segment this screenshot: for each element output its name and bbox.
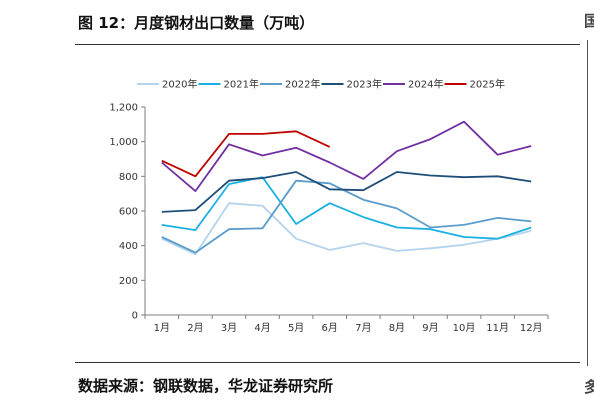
figure-source: 数据来源：钢联数据，华龙证券研究所 <box>78 377 334 395</box>
x-tick-label: 12月 <box>520 322 543 334</box>
legend-label: 2025年 <box>470 78 505 91</box>
x-tick-label: 10月 <box>453 322 476 334</box>
y-tick-label: 800 <box>119 172 138 183</box>
series-line-2022年 <box>161 179 532 254</box>
bottom-rule <box>75 362 580 363</box>
legend-label: 2021年 <box>224 78 259 91</box>
x-tick-label: 3月 <box>221 322 237 334</box>
series-line-2021年 <box>161 176 532 240</box>
legend: 2020年 2021年 2022年 2023年 2024年 2025年 <box>137 78 505 91</box>
figure-title: 图 12：月度钢材出口数量（万吨） <box>78 14 315 32</box>
series-line-2025年 <box>161 130 331 178</box>
y-tick-label: 400 <box>119 241 138 252</box>
legend-label: 2020年 <box>162 78 197 91</box>
x-tick-label: 5月 <box>288 322 304 334</box>
y-tick-label: 1,200 <box>109 103 138 114</box>
x-tick-label: 2月 <box>187 322 203 334</box>
y-tick-label: 600 <box>119 207 138 218</box>
y-tick-label: 200 <box>119 276 138 287</box>
series-lines <box>161 120 532 256</box>
x-tick-label: 6月 <box>322 322 338 334</box>
y-tick-label: 0 <box>132 311 138 322</box>
x-tick-label: 8月 <box>389 322 405 334</box>
legend-label: 2024年 <box>408 78 443 91</box>
series-line-2024年 <box>161 120 532 192</box>
x-tick-label: 11月 <box>486 322 509 334</box>
x-tick-label: 1月 <box>154 322 170 334</box>
legend-label: 2023年 <box>347 78 382 91</box>
axes: 0 200 400 600 800 1,000 1,200 1月 2月 3月 4月 5月 6月 7月 8月 9… <box>109 103 549 334</box>
series-line-2020年 <box>161 202 532 256</box>
series-line-2023年 <box>161 171 532 213</box>
y-tick-label: 1,000 <box>109 137 138 148</box>
edge-glyph-top: 国 <box>584 12 594 30</box>
legend-label: 2022年 <box>285 78 320 91</box>
x-tick-label: 4月 <box>254 322 270 334</box>
right-border <box>587 40 588 366</box>
top-rule <box>75 44 580 45</box>
x-tick-label: 7月 <box>355 322 371 334</box>
edge-glyph-bottom: 多 <box>584 378 594 396</box>
x-tick-label: 9月 <box>422 322 438 334</box>
